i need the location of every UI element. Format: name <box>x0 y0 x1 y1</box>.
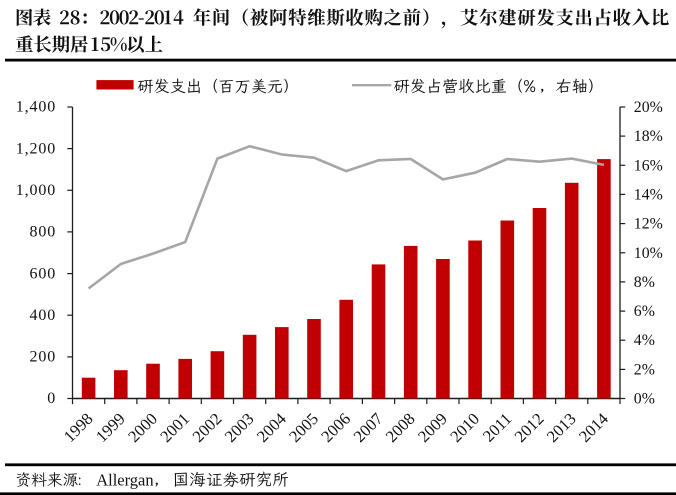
svg-text:1,400: 1,400 <box>16 99 57 116</box>
svg-text:12%: 12% <box>634 216 663 233</box>
svg-text:2%: 2% <box>634 361 655 378</box>
svg-text:600: 600 <box>29 265 56 282</box>
svg-text:18%: 18% <box>634 128 663 145</box>
svg-text:14%: 14% <box>634 186 663 203</box>
svg-text:10%: 10% <box>634 245 663 262</box>
svg-text:8%: 8% <box>634 274 655 291</box>
svg-text:1,000: 1,000 <box>16 182 57 199</box>
svg-text:20%: 20% <box>634 99 663 116</box>
svg-text:1,200: 1,200 <box>16 140 57 157</box>
svg-text:0: 0 <box>47 390 56 407</box>
svg-text:6%: 6% <box>634 303 655 320</box>
svg-text:800: 800 <box>29 224 56 241</box>
svg-text:400: 400 <box>29 307 56 324</box>
svg-text:200: 200 <box>29 349 56 366</box>
svg-text:Allergan: Allergan <box>96 471 153 490</box>
svg-text:16%: 16% <box>634 157 663 174</box>
svg-text:0%: 0% <box>634 391 655 408</box>
svg-text:4%: 4% <box>634 332 655 349</box>
